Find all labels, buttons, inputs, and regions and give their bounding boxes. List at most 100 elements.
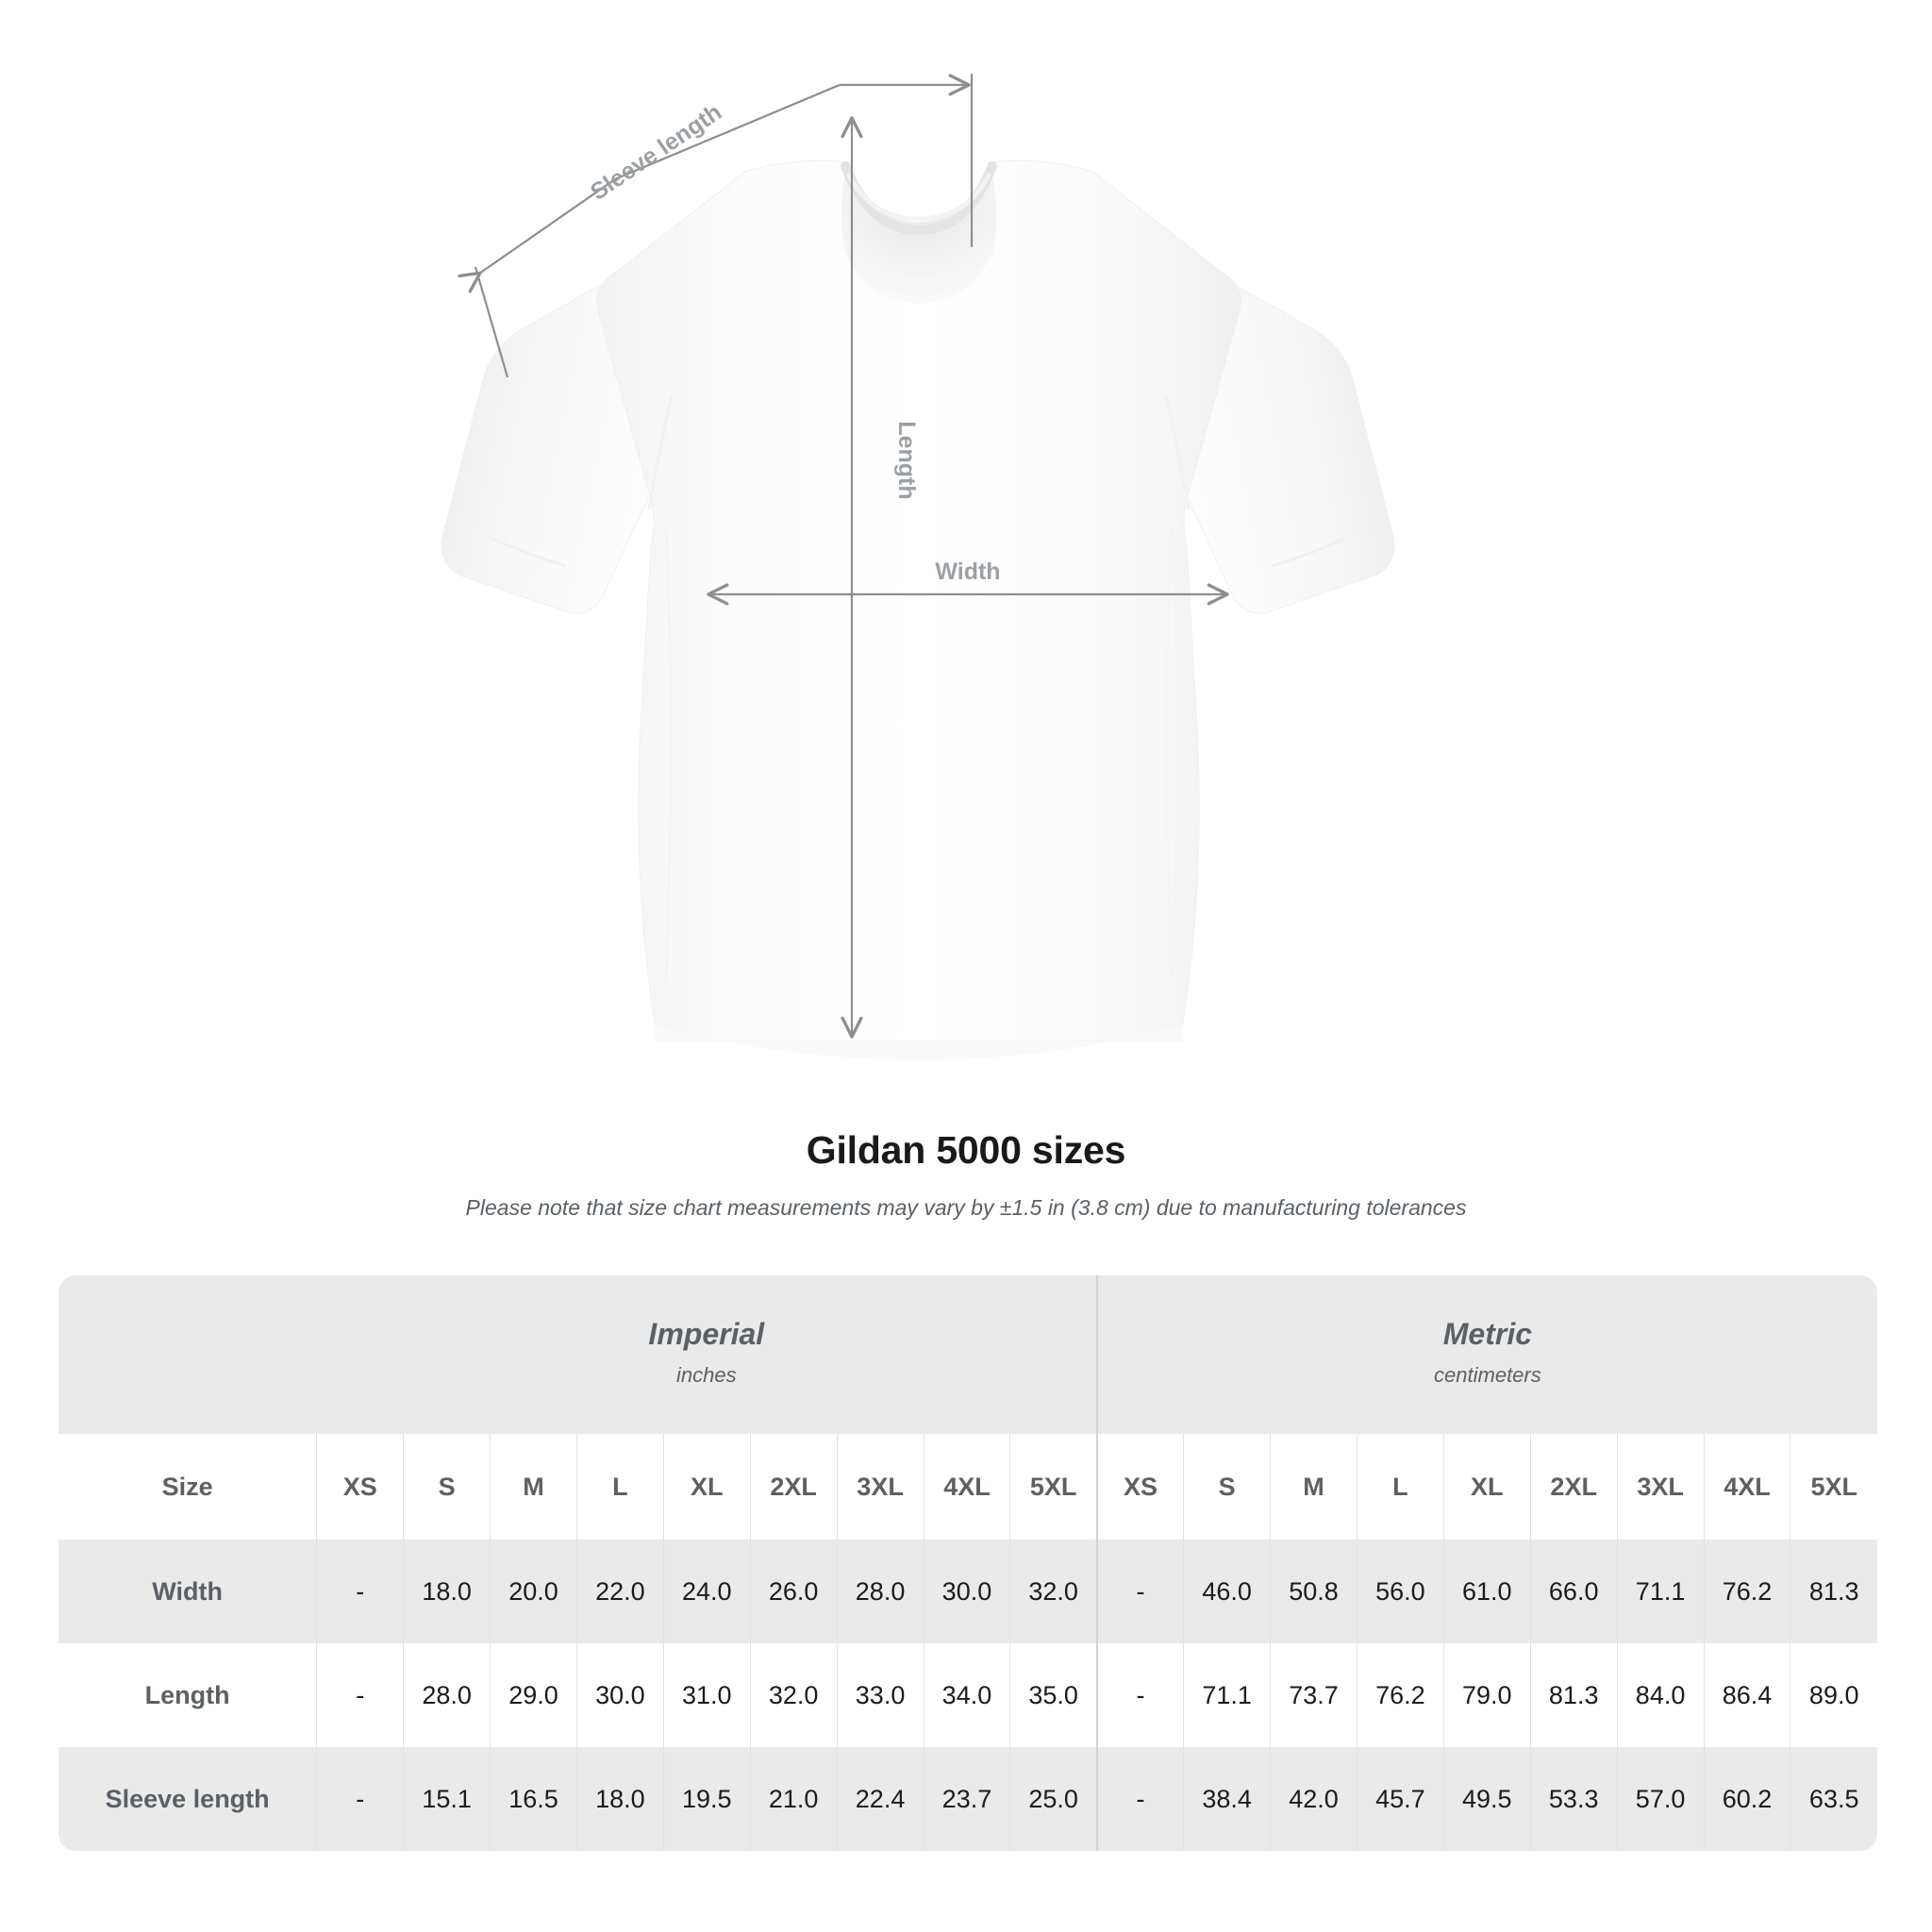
- cell-length-imperial-xs: -: [316, 1643, 404, 1747]
- tolerance-note: Please note that size chart measurements…: [465, 1195, 1467, 1221]
- cell-width-imperial-3xl: 28.0: [836, 1540, 924, 1643]
- width-label: Width: [935, 558, 1000, 585]
- size-header-metric-s: S: [1183, 1434, 1271, 1540]
- size-header-row: Size XS S M L XL 2XL 3XL 4XL 5XL XS S M L XL 2XL 3XL 4XL 5…: [58, 1434, 1877, 1540]
- cell-sleeve-length-imperial-5xl: 25.0: [1009, 1747, 1097, 1851]
- size-header-imperial-m: M: [490, 1434, 577, 1540]
- cell-length-imperial-xl: 31.0: [662, 1643, 751, 1747]
- cell-width-metric-xl: 61.0: [1442, 1540, 1531, 1643]
- cell-width-metric-m: 50.8: [1270, 1540, 1357, 1643]
- cell-length-imperial-s: 28.0: [403, 1643, 491, 1747]
- cell-sleeve-length-imperial-3xl: 22.4: [836, 1747, 924, 1851]
- cell-sleeve-length-metric-xs: -: [1095, 1747, 1184, 1851]
- cell-width-imperial-l: 22.0: [575, 1540, 664, 1643]
- tshirt-measurement-diagram: Sleeve length Length Width: [441, 74, 1395, 1060]
- size-header-metric-2xl: 2XL: [1529, 1434, 1618, 1540]
- chart-heading: Gildan 5000 sizes Please note that size …: [0, 1127, 1932, 1223]
- cell-sleeve-length-metric-xl: 49.5: [1442, 1747, 1531, 1851]
- cell-width-imperial-m: 20.0: [490, 1540, 577, 1643]
- measurement-annotations: [458, 74, 1229, 1039]
- cell-sleeve-length-metric-2xl: 53.3: [1529, 1747, 1618, 1851]
- cell-length-metric-3xl: 84.0: [1616, 1643, 1705, 1747]
- size-header-imperial-xl: XL: [662, 1434, 751, 1540]
- right-sleeve: [1174, 282, 1395, 614]
- size-header-imperial-xs: XS: [316, 1434, 404, 1540]
- cell-width-imperial-xl: 24.0: [662, 1540, 751, 1643]
- cell-width-imperial-5xl: 32.0: [1009, 1540, 1097, 1643]
- cell-length-imperial-l: 30.0: [575, 1643, 664, 1747]
- cell-length-metric-4xl: 86.4: [1703, 1643, 1790, 1747]
- unit-header-metric: Metric centimeters: [1095, 1275, 1877, 1434]
- tshirt-graphic: [441, 159, 1395, 1060]
- size-header-imperial-l: L: [575, 1434, 664, 1540]
- cell-width-metric-xs: -: [1095, 1540, 1184, 1643]
- cell-length-imperial-m: 29.0: [490, 1643, 577, 1747]
- size-table-container: Imperial inches Metric centimeters Size XS S M L…: [58, 1275, 1877, 1851]
- cell-sleeve-length-metric-s: 38.4: [1183, 1747, 1271, 1851]
- cell-sleeve-length-metric-l: 45.7: [1356, 1747, 1444, 1851]
- row-label-length: Length: [58, 1643, 317, 1747]
- table-row: Length -28.0 29.0 30.0 31.0 32.0 33.0 34.0 35.0-…: [58, 1643, 1877, 1747]
- page-title: Gildan 5000 sizes: [806, 1128, 1126, 1172]
- cell-length-imperial-3xl: 33.0: [836, 1643, 924, 1747]
- sleeve-diagonal-line: [458, 83, 841, 293]
- sleeve-length-label: Sleeve length: [586, 99, 726, 206]
- sleeve-end-tick: [474, 266, 509, 378]
- cell-width-imperial-xs: -: [316, 1540, 404, 1643]
- cell-width-imperial-2xl: 26.0: [749, 1540, 838, 1643]
- cell-width-metric-4xl: 76.2: [1703, 1540, 1790, 1643]
- unit-system-row: Imperial inches Metric centimeters: [58, 1275, 1877, 1434]
- cell-sleeve-length-metric-4xl: 60.2: [1703, 1747, 1790, 1851]
- unit-name: Metric: [1442, 1316, 1533, 1351]
- cell-width-metric-l: 56.0: [1356, 1540, 1444, 1643]
- size-header-imperial-3xl: 3XL: [836, 1434, 924, 1540]
- cell-sleeve-length-metric-5xl: 63.5: [1790, 1747, 1877, 1851]
- cell-sleeve-length-imperial-2xl: 21.0: [749, 1747, 838, 1851]
- cell-length-imperial-2xl: 32.0: [749, 1643, 838, 1747]
- size-header-imperial-4xl: 4XL: [923, 1434, 1010, 1540]
- size-header-metric-3xl: 3XL: [1616, 1434, 1705, 1540]
- cell-width-metric-5xl: 81.3: [1790, 1540, 1877, 1643]
- cell-length-metric-m: 73.7: [1270, 1643, 1357, 1747]
- row-label-sleeve-length: Sleeve length: [58, 1747, 317, 1851]
- row-label-width: Width: [58, 1540, 317, 1643]
- table-row: Sleeve length -15.1 16.5 18.0 19.5 21.0 22.4 23…: [58, 1747, 1877, 1851]
- cell-length-metric-5xl: 89.0: [1790, 1643, 1877, 1747]
- cell-sleeve-length-imperial-xs: -: [316, 1747, 404, 1851]
- cell-width-metric-2xl: 66.0: [1529, 1540, 1618, 1643]
- cell-length-metric-xl: 79.0: [1442, 1643, 1531, 1747]
- cell-sleeve-length-metric-3xl: 57.0: [1616, 1747, 1705, 1851]
- size-chart-table: Imperial inches Metric centimeters Size XS S M L…: [58, 1275, 1877, 1851]
- cell-sleeve-length-imperial-s: 15.1: [403, 1747, 491, 1851]
- cell-sleeve-length-imperial-m: 16.5: [490, 1747, 577, 1851]
- cell-sleeve-length-imperial-4xl: 23.7: [923, 1747, 1010, 1851]
- cell-length-metric-l: 76.2: [1356, 1643, 1444, 1747]
- unit-subtitle: inches: [675, 1362, 737, 1387]
- size-header-metric-m: M: [1270, 1434, 1357, 1540]
- unit-name: Imperial: [648, 1316, 765, 1351]
- unit-subtitle: centimeters: [1434, 1362, 1541, 1387]
- cell-length-metric-s: 71.1: [1183, 1643, 1271, 1747]
- cell-length-metric-2xl: 81.3: [1529, 1643, 1618, 1747]
- size-header-metric-xl: XL: [1442, 1434, 1531, 1540]
- tshirt-hem: [655, 1024, 1183, 1060]
- length-label: Length: [893, 421, 920, 499]
- cell-sleeve-length-imperial-l: 18.0: [575, 1747, 664, 1851]
- cell-length-imperial-4xl: 34.0: [923, 1643, 1010, 1747]
- size-header-metric-xs: XS: [1095, 1434, 1184, 1540]
- size-header-metric-4xl: 4XL: [1703, 1434, 1790, 1540]
- table-row: Width -18.0 20.0 22.0 24.0 26.0 28.0 30.0 32.0-4…: [58, 1540, 1877, 1643]
- collar-rib-highlight: [846, 173, 991, 222]
- cell-width-metric-3xl: 71.1: [1616, 1540, 1705, 1643]
- size-header-imperial-s: S: [403, 1434, 491, 1540]
- cell-sleeve-length-metric-m: 42.0: [1270, 1747, 1357, 1851]
- cell-length-metric-xs: -: [1095, 1643, 1184, 1747]
- cell-width-imperial-4xl: 30.0: [923, 1540, 1010, 1643]
- size-header-imperial-2xl: 2XL: [749, 1434, 838, 1540]
- cell-sleeve-length-imperial-xl: 19.5: [662, 1747, 751, 1851]
- size-header-metric-5xl: 5XL: [1790, 1434, 1877, 1540]
- size-header-imperial-5xl: 5XL: [1009, 1434, 1097, 1540]
- unit-row-spacer: [58, 1275, 317, 1434]
- left-sleeve: [441, 282, 661, 614]
